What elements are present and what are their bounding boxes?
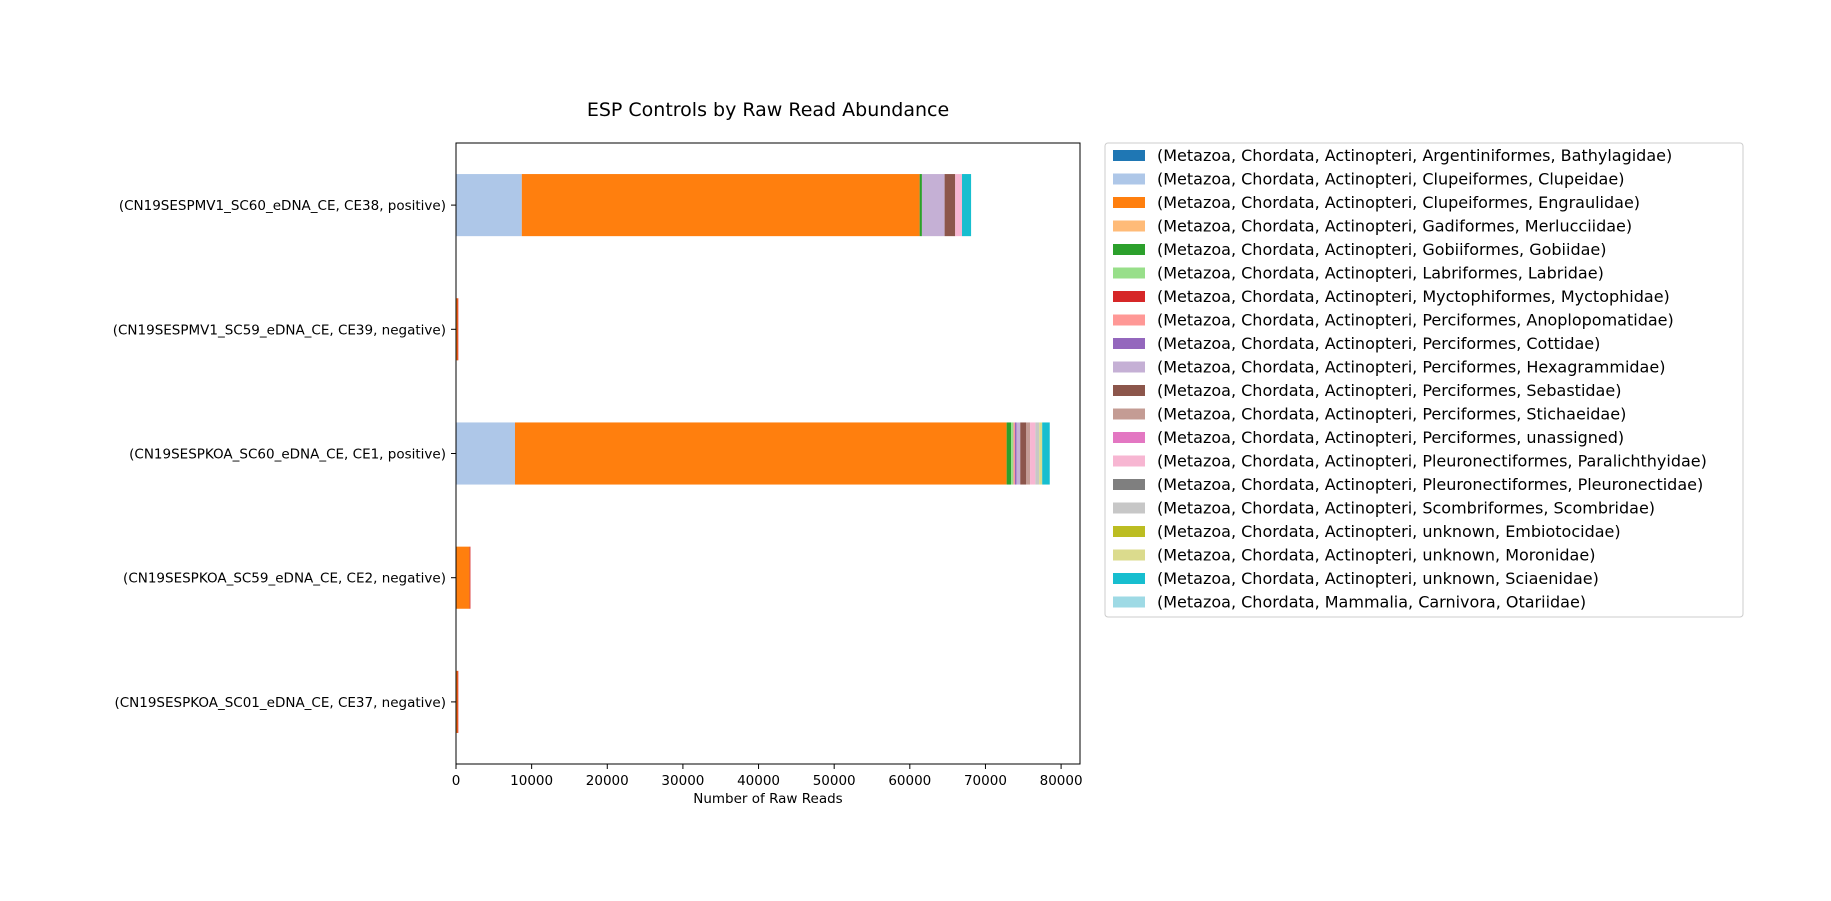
x-axis-label: Number of Raw Reads (693, 791, 842, 807)
legend-swatch (1113, 173, 1145, 185)
legend-label: (Metazoa, Chordata, Actinopteri, Scombri… (1157, 499, 1655, 518)
legend-label: (Metazoa, Chordata, Actinopteri, unknown… (1157, 546, 1595, 565)
x-axis: 0 10000 20000 30000 40000 50000 60000 70000 8000… (452, 764, 1083, 789)
legend-swatch (1113, 385, 1145, 396)
legend-swatch (1113, 220, 1145, 232)
legend-swatch (1113, 526, 1145, 537)
y-tick-label: (CN19SESPKOA_SC59_eDNA_CE, CE2, negative… (123, 571, 446, 587)
bar-segment (469, 546, 471, 609)
x-tick-label: 0 (452, 773, 461, 789)
legend-swatch (1113, 314, 1145, 326)
bar-segment (514, 422, 1007, 485)
x-tick-label: 20000 (586, 773, 629, 789)
legend-label: (Metazoa, Chordata, Actinopteri, Clupeif… (1157, 193, 1640, 212)
legend-label: (Metazoa, Chordata, Actinopteri, Pleuron… (1157, 475, 1703, 494)
legend-label: (Metazoa, Chordata, Actinopteri, Gadifor… (1157, 217, 1632, 236)
legend-label: (Metazoa, Chordata, Actinopteri, Percifo… (1157, 428, 1624, 447)
bar-segment (944, 174, 956, 237)
bar-segment (457, 670, 459, 733)
legend-swatch (1113, 291, 1145, 302)
bar-segment (1020, 422, 1027, 485)
y-tick-label: (CN19SESPKOA_SC60_eDNA_CE, CE1, positive… (129, 447, 446, 463)
x-tick-label: 70000 (964, 773, 1007, 789)
legend-swatch (1113, 479, 1145, 490)
bar-segment (1013, 422, 1015, 485)
legend-swatch (1113, 455, 1145, 467)
legend-swatch (1113, 549, 1145, 561)
bar-segment (456, 174, 522, 237)
legend-swatch (1113, 338, 1145, 349)
legend-label: (Metazoa, Chordata, Mammalia, Carnivora,… (1157, 593, 1586, 612)
bar-segment (919, 174, 922, 237)
legend-label: (Metazoa, Chordata, Actinopteri, Pleuron… (1157, 452, 1707, 471)
legend-swatch (1113, 267, 1145, 279)
legend-label: (Metazoa, Chordata, Actinopteri, Gobiifo… (1157, 240, 1607, 259)
x-tick-label: 10000 (510, 773, 553, 789)
y-tick-label: (CN19SESPMV1_SC59_eDNA_CE, CE39, negativ… (113, 322, 446, 338)
bar-segment (1011, 422, 1014, 485)
x-tick-label: 30000 (661, 773, 704, 789)
bar-segment (962, 174, 972, 237)
legend-swatch (1113, 197, 1145, 208)
legend-label: (Metazoa, Chordata, Actinopteri, Percifo… (1157, 381, 1621, 400)
legend-label: (Metazoa, Chordata, Actinopteri, unknown… (1157, 569, 1599, 588)
legend: (Metazoa, Chordata, Actinopteri, Argenti… (1104, 142, 1744, 618)
legend-swatch (1113, 150, 1145, 161)
bar-segment (457, 298, 459, 361)
legend-frame (1104, 142, 1744, 618)
legend-swatch (1113, 244, 1145, 255)
legend-label: (Metazoa, Chordata, Actinopteri, Percifo… (1157, 405, 1626, 424)
legend-swatch (1113, 596, 1145, 608)
legend-label: (Metazoa, Chordata, Actinopteri, Myctoph… (1157, 287, 1670, 306)
legend-swatch (1113, 361, 1145, 373)
legend-label: (Metazoa, Chordata, Actinopteri, Clupeif… (1157, 170, 1624, 189)
x-tick-label: 60000 (888, 773, 931, 789)
legend-label: (Metazoa, Chordata, Actinopteri, Percifo… (1157, 311, 1674, 330)
bar-segment (1035, 422, 1040, 485)
y-tick-label: (CN19SESPKOA_SC01_eDNA_CE, CE37, negativ… (114, 695, 446, 711)
bar-segment (1039, 422, 1043, 485)
bar-segment (921, 174, 945, 237)
bar-segment (1030, 422, 1036, 485)
bar-segment (521, 174, 920, 237)
legend-swatch (1113, 573, 1145, 584)
bar-segment (456, 422, 515, 485)
bar-segment (1014, 422, 1017, 485)
bar-segment (1042, 422, 1050, 485)
legend-label: (Metazoa, Chordata, Actinopteri, Percifo… (1157, 358, 1665, 377)
legend-label: (Metazoa, Chordata, Actinopteri, Percifo… (1157, 334, 1600, 353)
y-axis: (CN19SESPMV1_SC60_eDNA_CE, CE38, positiv… (113, 198, 456, 711)
chart-title: ESP Controls by Raw Read Abundance (587, 99, 949, 121)
legend-swatch (1113, 432, 1145, 443)
bar-segment (955, 174, 963, 237)
bar-segment (1026, 422, 1031, 485)
x-tick-label: 80000 (1040, 773, 1083, 789)
bar-segment (1006, 422, 1012, 485)
x-tick-label: 40000 (737, 773, 780, 789)
x-tick-label: 50000 (813, 773, 856, 789)
bars-layer (456, 174, 1050, 733)
bar-segment (1016, 422, 1021, 485)
legend-swatch (1113, 502, 1145, 514)
bar-segment (456, 546, 470, 609)
bar-segment (456, 670, 458, 733)
legend-label: (Metazoa, Chordata, Actinopteri, unknown… (1157, 522, 1621, 541)
bar-segment (456, 298, 458, 361)
y-tick-label: (CN19SESPMV1_SC60_eDNA_CE, CE38, positiv… (119, 198, 446, 214)
legend-label: (Metazoa, Chordata, Actinopteri, Argenti… (1157, 146, 1672, 165)
legend-label: (Metazoa, Chordata, Actinopteri, Labrifo… (1157, 264, 1604, 283)
legend-swatch (1113, 408, 1145, 420)
